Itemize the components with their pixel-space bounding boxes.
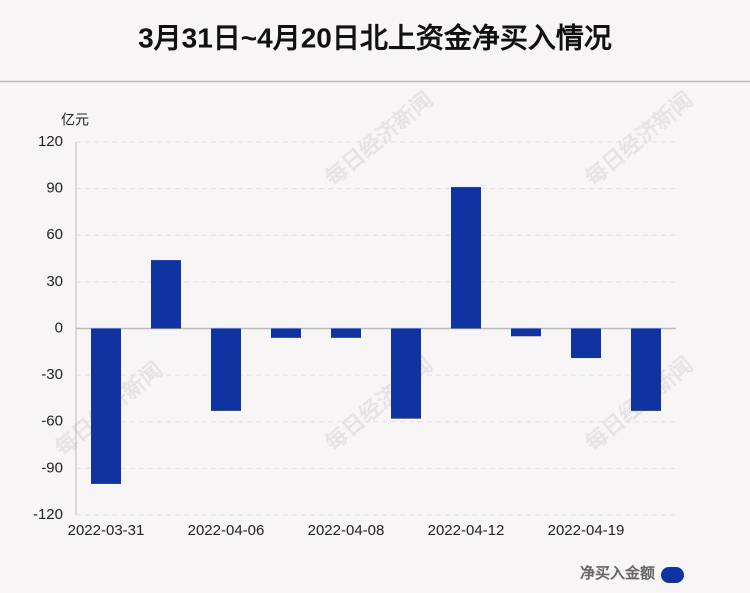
y-tick-label: 60: [46, 226, 63, 243]
bar: [571, 328, 601, 359]
bar: [511, 328, 541, 337]
y-tick-label: 120: [38, 133, 63, 150]
y-tick-label: 30: [46, 273, 63, 290]
x-tick-label: 2022-04-08: [308, 522, 385, 539]
bar: [331, 328, 361, 338]
bar: [271, 328, 301, 338]
y-tick-label: -60: [41, 413, 63, 430]
y-tick-label: 0: [55, 319, 63, 336]
y-axis-label: 亿元: [61, 112, 89, 128]
y-tick-label: -90: [41, 459, 63, 476]
legend-label: 净买入金额: [580, 564, 655, 582]
bar: [91, 328, 121, 484]
bar: [151, 260, 181, 329]
bar: [211, 328, 241, 411]
x-tick-label: 2022-03-31: [68, 522, 145, 539]
bar: [631, 328, 661, 411]
y-tick-label: -120: [33, 506, 63, 523]
y-tick-label: 90: [46, 180, 63, 197]
y-tick-label: -30: [41, 366, 63, 383]
x-tick-label: 2022-04-19: [548, 522, 625, 539]
legend-swatch: [661, 567, 684, 583]
x-tick-label: 2022-04-12: [428, 522, 505, 539]
bar: [391, 328, 421, 419]
chart-title: 3月31日~4月20日北上资金净买入情况: [138, 21, 612, 53]
x-tick-label: 2022-04-06: [188, 522, 265, 539]
bar: [451, 187, 481, 329]
